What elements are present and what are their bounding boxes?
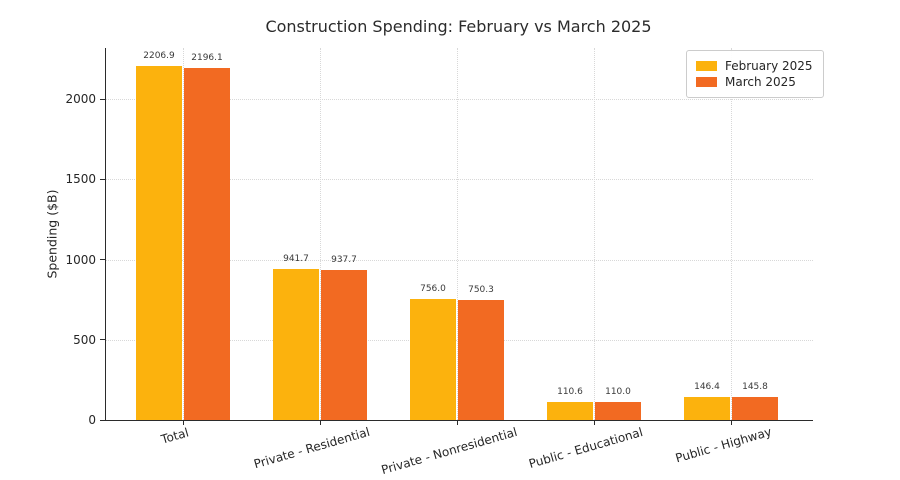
bar-march-2025-private-nonresidential <box>458 299 504 420</box>
gridline-vertical-private-nonresidential <box>457 48 458 420</box>
gridline-vertical-private-residential <box>320 48 321 420</box>
x-tick-label-total: Total <box>159 424 191 447</box>
gridline-horizontal-1500 <box>106 179 813 181</box>
bar-march-2025-public-highway <box>732 396 778 420</box>
y-tick-label-2000: 2000 <box>65 92 96 107</box>
x-tick-mark-total <box>182 420 184 425</box>
legend-swatch-february-icon <box>696 61 717 71</box>
bar-february-2025-private-nonresidential <box>410 298 456 420</box>
legend-label-march: March 2025 <box>725 75 796 89</box>
legend: February 2025 March 2025 <box>686 50 824 98</box>
bar-value-march-2025-total: 2196.1 <box>191 52 223 63</box>
gridline-horizontal-1000 <box>106 259 813 261</box>
y-tick-label-1500: 1500 <box>65 172 96 187</box>
bar-value-february-2025-public-highway: 146.4 <box>694 381 720 392</box>
x-tick-mark-public-highway <box>730 420 732 425</box>
bar-value-march-2025-public-highway: 145.8 <box>742 381 768 392</box>
plot-area: 0 500 1000 1500 2000 Total Private - Residenti… <box>65 48 813 477</box>
y-tick-label-0: 0 <box>88 413 96 427</box>
legend-label-february: February 2025 <box>725 59 813 73</box>
bar-value-march-2025-private-residential: 937.7 <box>331 254 357 265</box>
x-tick-label-public-educational: Public - Educational <box>527 425 645 471</box>
chart-title: Construction Spending: February vs March… <box>265 17 652 36</box>
bar-march-2025-public-educational <box>595 402 641 420</box>
gridline-vertical-public-educational <box>594 48 595 420</box>
x-tick-mark-private-residential <box>319 420 321 425</box>
bar-value-february-2025-private-nonresidential: 756.0 <box>420 283 446 294</box>
y-tick-label-500: 500 <box>73 332 96 347</box>
legend-item-march: March 2025 <box>696 75 813 89</box>
x-tick-mark-private-nonresidential <box>456 420 458 425</box>
bar-february-2025-public-educational <box>547 402 593 420</box>
bar-february-2025-public-highway <box>684 396 730 420</box>
y-tick-mark-1500 <box>100 178 106 180</box>
x-tick-mark-public-educational <box>593 420 595 425</box>
y-tick-mark-1000 <box>100 259 106 261</box>
bar-march-2025-private-residential <box>321 269 367 420</box>
y-tick-mark-2000 <box>100 98 106 100</box>
bar-march-2025-total <box>184 67 230 420</box>
y-tick-mark-0 <box>100 419 106 421</box>
x-tick-label-private-residential: Private - Residential <box>252 424 372 472</box>
bar-value-february-2025-private-residential: 941.7 <box>283 253 309 264</box>
legend-item-february: February 2025 <box>696 59 813 73</box>
bar-february-2025-total <box>136 65 182 420</box>
legend-swatch-march-icon <box>696 77 717 87</box>
gridline-horizontal-2000 <box>106 99 813 101</box>
bar-february-2025-private-residential <box>273 268 319 420</box>
bar-value-march-2025-private-nonresidential: 750.3 <box>468 284 494 295</box>
x-tick-label-private-nonresidential: Private - Nonresidential <box>379 425 519 478</box>
gridline-vertical-total <box>183 48 184 420</box>
x-tick-label-public-highway: Public - Highway <box>673 424 773 466</box>
bar-value-february-2025-public-educational: 110.6 <box>557 387 583 398</box>
bar-value-march-2025-public-educational: 110.0 <box>605 387 631 398</box>
y-tick-mark-500 <box>100 339 106 341</box>
gridline-vertical-public-highway <box>731 48 732 420</box>
bar-value-february-2025-total: 2206.9 <box>143 50 175 61</box>
y-tick-label-1000: 1000 <box>65 252 96 267</box>
